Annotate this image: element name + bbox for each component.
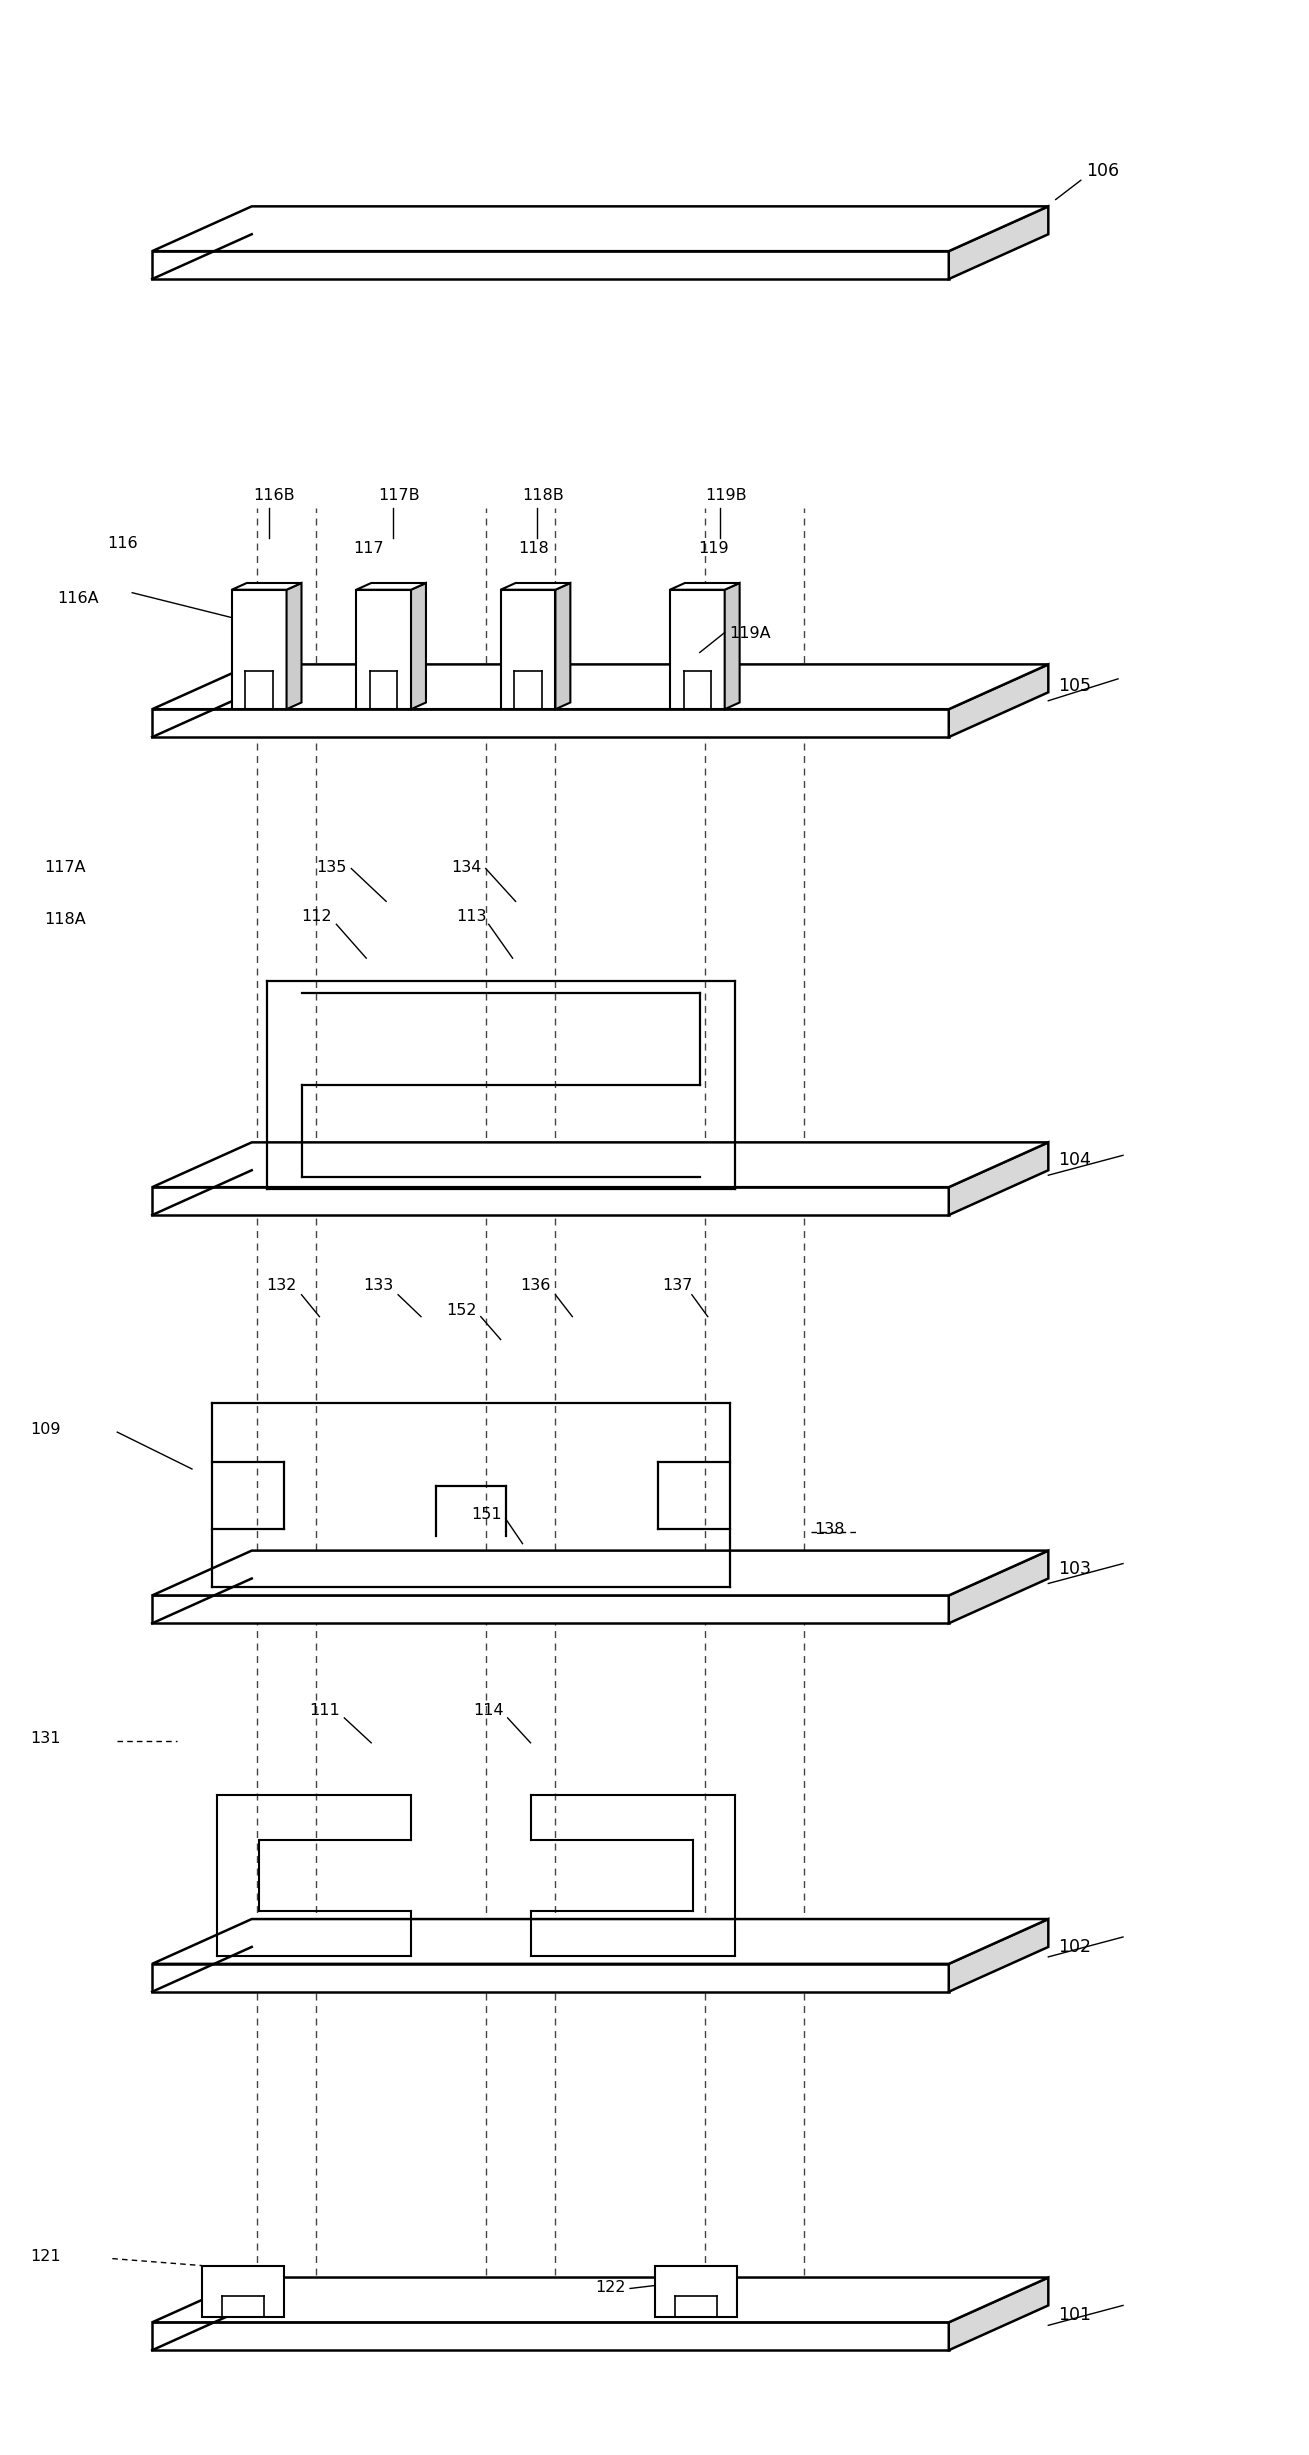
Text: 119: 119 <box>698 540 728 555</box>
Polygon shape <box>287 582 301 709</box>
Polygon shape <box>670 582 740 589</box>
Text: 117A: 117A <box>45 859 86 874</box>
Text: 111: 111 <box>309 1704 340 1718</box>
Text: 151: 151 <box>471 1507 501 1522</box>
Polygon shape <box>152 1188 949 1215</box>
Polygon shape <box>152 2322 949 2349</box>
Text: 152: 152 <box>446 1304 476 1318</box>
Text: 102: 102 <box>1058 1937 1092 1957</box>
Text: 101: 101 <box>1058 2305 1092 2325</box>
Text: 116B: 116B <box>254 489 296 503</box>
Polygon shape <box>152 665 1049 709</box>
Polygon shape <box>152 1552 1049 1596</box>
Polygon shape <box>152 1920 1049 1964</box>
Text: 121: 121 <box>30 2249 62 2264</box>
Polygon shape <box>152 206 1049 250</box>
Text: 136: 136 <box>521 1277 551 1294</box>
Polygon shape <box>555 582 571 709</box>
Text: 137: 137 <box>662 1277 692 1294</box>
Polygon shape <box>949 1552 1049 1623</box>
Polygon shape <box>152 709 949 736</box>
Polygon shape <box>500 589 555 709</box>
Polygon shape <box>670 589 725 709</box>
Text: 106: 106 <box>1086 162 1119 182</box>
Text: 132: 132 <box>267 1277 297 1294</box>
Polygon shape <box>949 206 1049 280</box>
Polygon shape <box>152 1964 949 1991</box>
Text: 105: 105 <box>1058 678 1092 695</box>
Polygon shape <box>152 1142 1049 1188</box>
Text: 109: 109 <box>30 1421 62 1436</box>
Polygon shape <box>949 665 1049 736</box>
Polygon shape <box>411 582 425 709</box>
Polygon shape <box>725 582 740 709</box>
Polygon shape <box>949 2278 1049 2349</box>
Text: 117: 117 <box>353 540 384 555</box>
Text: 104: 104 <box>1058 1151 1092 1169</box>
Text: 113: 113 <box>456 908 487 923</box>
Text: 134: 134 <box>450 859 482 874</box>
Polygon shape <box>949 1142 1049 1215</box>
Polygon shape <box>152 1596 949 1623</box>
Text: 119A: 119A <box>729 626 771 641</box>
Text: 118B: 118B <box>522 489 564 503</box>
Text: 119B: 119B <box>704 489 746 503</box>
Text: 117B: 117B <box>378 489 420 503</box>
Polygon shape <box>152 2278 1049 2322</box>
Text: 116: 116 <box>107 535 137 550</box>
Polygon shape <box>232 582 301 589</box>
Text: 131: 131 <box>30 1731 62 1746</box>
Polygon shape <box>356 589 411 709</box>
Text: 112: 112 <box>301 908 332 923</box>
Text: 135: 135 <box>317 859 347 874</box>
Polygon shape <box>949 1920 1049 1991</box>
Polygon shape <box>232 589 287 709</box>
Polygon shape <box>654 2266 737 2318</box>
Text: 103: 103 <box>1058 1559 1092 1579</box>
Polygon shape <box>356 582 425 589</box>
Polygon shape <box>152 250 949 280</box>
Text: 116A: 116A <box>58 592 99 606</box>
Text: 118A: 118A <box>45 913 86 928</box>
Text: 133: 133 <box>363 1277 394 1294</box>
Text: 118: 118 <box>518 540 550 555</box>
Text: 122: 122 <box>596 2281 626 2295</box>
Polygon shape <box>500 582 571 589</box>
Polygon shape <box>202 2266 284 2318</box>
Text: 138: 138 <box>814 1522 844 1537</box>
Text: 114: 114 <box>473 1704 504 1718</box>
